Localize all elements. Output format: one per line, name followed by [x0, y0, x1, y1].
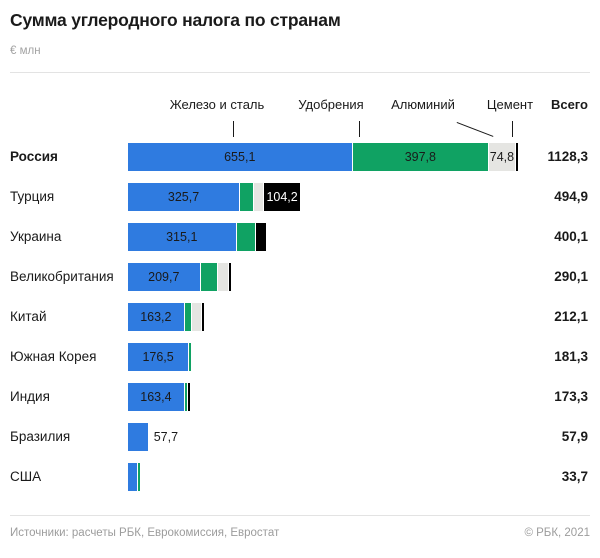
bar-segment-steel: 176,5 — [128, 343, 189, 371]
bar-segment-cement — [229, 263, 232, 291]
stacked-bar: 325,7 104,2 — [128, 183, 300, 211]
row-total: 212,1 — [554, 309, 588, 324]
bar-segment-cement — [187, 383, 190, 411]
sources-note: Источники: расчеты РБК, Еврокомиссия, Ев… — [10, 527, 280, 539]
copyright-note: © РБК, 2021 — [524, 527, 590, 539]
bar-segment-fertilizers: 397,8 — [352, 143, 489, 171]
bar-segment-fertilizers — [240, 183, 254, 211]
bar-segment-steel — [128, 423, 148, 451]
country-label: США — [10, 469, 42, 484]
stacked-bar: 209,7 — [128, 263, 232, 291]
bar-segment-fertilizers — [189, 343, 192, 371]
unit-label: € млн — [10, 45, 41, 57]
stacked-bar: 655,1 397,8 74,8 — [128, 143, 518, 171]
bar-segment-cement: 104,2 — [264, 183, 300, 211]
callout-tick-fertilizers — [359, 121, 360, 137]
page-title: Сумма углеродного налога по странам — [10, 10, 341, 30]
chart-row: Украина 315,1 400,1 — [0, 217, 600, 257]
country-label: Украина — [10, 229, 62, 244]
bar-segment-cement — [201, 303, 204, 331]
column-header-steel: Железо и сталь — [169, 97, 265, 112]
country-label: Бразилия — [10, 429, 71, 444]
callout-line-aluminum — [456, 122, 494, 137]
chart-row: Бразилия 57,7 57,9 — [0, 417, 600, 457]
row-total: 494,9 — [554, 189, 588, 204]
segment-value-label: 104,2 — [266, 190, 298, 204]
column-header-aluminum: Алюминий — [391, 97, 455, 112]
bar-segment-steel: 315,1 — [128, 223, 236, 251]
row-total: 400,1 — [554, 229, 588, 244]
bar-rows: Россия 655,1 397,8 74,8 1128,3 Турция 325,7 104… — [0, 137, 600, 497]
bar-segment-steel: 209,7 — [128, 263, 200, 291]
chart-row: Китай 163,2 212,1 — [0, 297, 600, 337]
bar-segment-steel: 163,4 — [128, 383, 184, 411]
row-total: 1128,3 — [547, 149, 588, 164]
row-total: 173,3 — [554, 389, 588, 404]
bottom-divider — [10, 515, 590, 516]
stacked-bar: 176,5 — [128, 343, 192, 371]
column-header-total: Всего — [550, 97, 588, 112]
country-label: Китай — [10, 309, 47, 324]
bar-segment-fertilizers — [184, 383, 187, 411]
stacked-bar: 163,4 — [128, 383, 190, 411]
chart-row: Россия 655,1 397,8 74,8 1128,3 — [0, 137, 600, 177]
country-label: Южная Корея — [10, 349, 97, 364]
chart-row: США 33,7 — [0, 457, 600, 497]
column-header-fertilizers: Удобрения — [298, 97, 364, 112]
stacked-bar — [128, 463, 141, 491]
segment-value-label: 209,7 — [148, 270, 180, 284]
bar-segment-aluminum: 74,8 — [489, 143, 515, 171]
bar-segment-aluminum — [192, 303, 201, 331]
segment-value-label: 397,8 — [404, 150, 436, 164]
bar-segment-fertilizers — [236, 223, 256, 251]
segment-value-label: 325,7 — [167, 190, 200, 204]
bar-segment-fertilizers — [184, 303, 192, 331]
stacked-bar: 57,7 — [128, 423, 178, 451]
stacked-bar: 163,2 — [128, 303, 204, 331]
row-total: 181,3 — [554, 349, 588, 364]
callout-tick-steel — [233, 121, 234, 137]
country-label: Россия — [10, 149, 58, 164]
chart-row: Великобритания 209,7 290,1 — [0, 257, 600, 297]
chart-row: Турция 325,7 104,2 494,9 — [0, 177, 600, 217]
bar-segment-fertilizers — [200, 263, 217, 291]
bar-segment-steel: 655,1 — [128, 143, 352, 171]
segment-value-label: 163,4 — [140, 390, 172, 404]
bar-segment-aluminum — [217, 263, 229, 291]
row-total: 33,7 — [561, 469, 588, 484]
country-label: Великобритания — [10, 269, 114, 284]
bar-segment-cement — [256, 223, 267, 251]
segment-value-label: 315,1 — [166, 230, 198, 244]
segment-value-label: 176,5 — [142, 350, 174, 364]
bar-segment-cement — [515, 143, 518, 171]
bar-segment-steel — [128, 463, 138, 491]
row-total: 290,1 — [554, 269, 588, 284]
callout-tick-cement — [512, 121, 513, 137]
bar-segment-aluminum — [254, 183, 264, 211]
top-divider — [10, 72, 590, 73]
bar-segment-steel: 163,2 — [128, 303, 184, 331]
segment-value-label: 655,1 — [224, 150, 256, 164]
chart-row: Индия 163,4 173,3 — [0, 377, 600, 417]
chart-row: Южная Корея 176,5 181,3 — [0, 337, 600, 377]
column-header-cement: Цемент — [486, 97, 534, 112]
segment-value-label: 163,2 — [140, 310, 172, 324]
country-label: Турция — [10, 189, 55, 204]
stacked-bar: 315,1 — [128, 223, 267, 251]
segment-value-label: 74,8 — [489, 150, 515, 164]
row-total: 57,9 — [561, 429, 588, 444]
segment-value-label-outside: 57,7 — [153, 430, 179, 444]
country-label: Индия — [10, 389, 50, 404]
bar-segment-steel: 325,7 — [128, 183, 240, 211]
bar-segment-fertilizers — [138, 463, 141, 491]
